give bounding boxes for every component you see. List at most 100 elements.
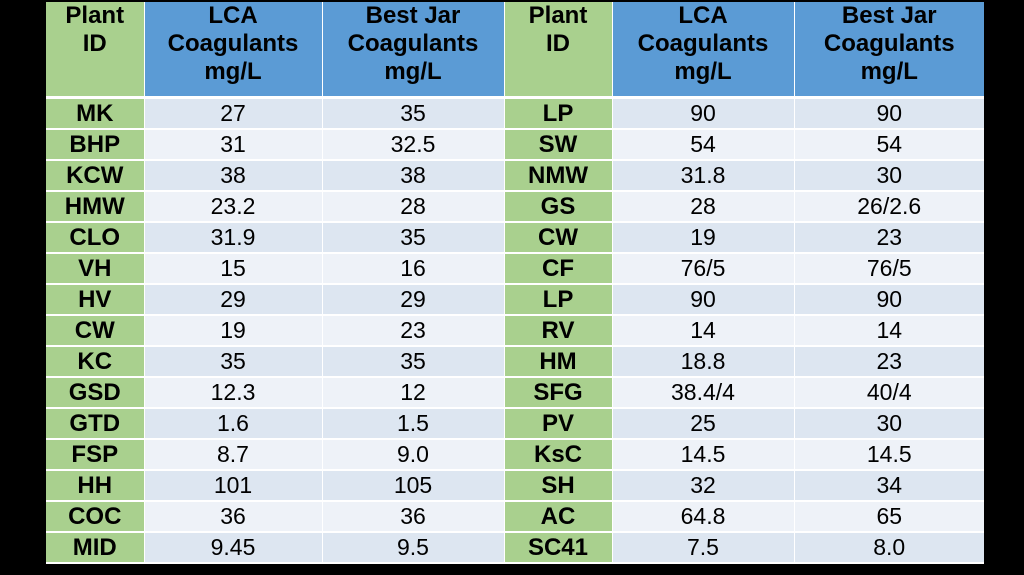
table-row: GSD 12.3 12 SFG 38.4/4 40/4 — [46, 377, 984, 409]
header-text-line: mg/L — [860, 58, 918, 85]
plant-id-left: FSP — [46, 439, 145, 471]
plant-id-right: GS — [504, 191, 613, 223]
lca-value-right: 28 — [612, 191, 795, 223]
lca-value-left: 31 — [144, 129, 323, 161]
lca-value-right: 90 — [612, 284, 795, 316]
plant-id-left: GTD — [46, 408, 145, 440]
jar-value-right: 30 — [794, 160, 984, 192]
header-row: Plant ID LCA Coagulants mg/L Best Jar Co… — [46, 2, 984, 99]
jar-value-right: 54 — [794, 129, 984, 161]
lca-value-right: 31.8 — [612, 160, 795, 192]
jar-value-left: 38 — [322, 160, 505, 192]
plant-id-left: BHP — [46, 129, 145, 161]
header-text-line: Best Jar — [365, 2, 461, 29]
lca-value-right: 54 — [612, 129, 795, 161]
table-row: HMW 23.2 28 GS 28 26/2.6 — [46, 191, 984, 223]
plant-id-right: LP — [504, 284, 613, 316]
header-plant-id-right: Plant ID — [504, 2, 613, 99]
header-text-line: LCA — [678, 2, 728, 29]
plant-id-right: CF — [504, 253, 613, 285]
table-row: CLO 31.9 35 CW 19 23 — [46, 222, 984, 254]
table-row: FSP 8.7 9.0 KsC 14.5 14.5 — [46, 439, 984, 471]
jar-value-left: 29 — [322, 284, 505, 316]
plant-id-right: KsC — [504, 439, 613, 471]
lca-value-left: 9.45 — [144, 532, 323, 564]
table-row: BHP 31 32.5 SW 54 54 — [46, 129, 984, 161]
table-row: MID 9.45 9.5 SC41 7.5 8.0 — [46, 532, 984, 564]
header-plant-id-left: Plant ID — [46, 2, 145, 99]
header-text-line: mg/L — [204, 58, 262, 85]
header-text-line: Plant — [528, 2, 588, 29]
lca-value-right: 19 — [612, 222, 795, 254]
table-body: MK 27 35 LP 90 90 BHP 31 32.5 SW 54 54 KCW 38 38 NMW 31.… — [46, 97, 984, 564]
plant-id-left: KC — [46, 346, 145, 378]
jar-value-left: 28 — [322, 191, 505, 223]
jar-value-left: 12 — [322, 377, 505, 409]
lca-value-left: 35 — [144, 346, 323, 378]
lca-value-left: 12.3 — [144, 377, 323, 409]
plant-id-left: CW — [46, 315, 145, 347]
lca-value-right: 14.5 — [612, 439, 795, 471]
jar-value-left: 9.5 — [322, 532, 505, 564]
table-row: KCW 38 38 NMW 31.8 30 — [46, 160, 984, 192]
table-row: MK 27 35 LP 90 90 — [46, 97, 984, 130]
lca-value-right: 38.4/4 — [612, 377, 795, 409]
lca-value-left: 23.2 — [144, 191, 323, 223]
jar-value-right: 23 — [794, 346, 984, 378]
plant-id-left: GSD — [46, 377, 145, 409]
header-text-line: Coagulants — [347, 30, 479, 57]
lca-value-left: 29 — [144, 284, 323, 316]
jar-value-left: 16 — [322, 253, 505, 285]
jar-value-left: 9.0 — [322, 439, 505, 471]
header-text-line: Coagulants — [637, 30, 769, 57]
header-text-line: Coagulants — [823, 30, 955, 57]
plant-id-right: HM — [504, 346, 613, 378]
lca-value-right: 76/5 — [612, 253, 795, 285]
lca-value-left: 15 — [144, 253, 323, 285]
lca-value-right: 14 — [612, 315, 795, 347]
jar-value-left: 35 — [322, 222, 505, 254]
plant-id-left: MK — [46, 97, 145, 130]
table-header: Plant ID LCA Coagulants mg/L Best Jar Co… — [46, 2, 984, 99]
plant-id-right: RV — [504, 315, 613, 347]
lca-value-left: 31.9 — [144, 222, 323, 254]
lca-value-right: 25 — [612, 408, 795, 440]
header-text-line: LCA — [208, 2, 258, 29]
jar-value-right: 40/4 — [794, 377, 984, 409]
jar-value-right: 14.5 — [794, 439, 984, 471]
jar-value-right: 8.0 — [794, 532, 984, 564]
plant-id-left: HH — [46, 470, 145, 502]
plant-id-left: HV — [46, 284, 145, 316]
jar-value-right: 65 — [794, 501, 984, 533]
lca-value-left: 36 — [144, 501, 323, 533]
plant-id-right: SC41 — [504, 532, 613, 564]
header-text-line: ID — [546, 30, 570, 57]
lca-value-left: 8.7 — [144, 439, 323, 471]
header-text-line: Best Jar — [841, 2, 937, 29]
lca-value-right: 32 — [612, 470, 795, 502]
plant-id-left: MID — [46, 532, 145, 564]
jar-value-left: 35 — [322, 97, 505, 130]
lca-value-right: 18.8 — [612, 346, 795, 378]
header-text-line: mg/L — [384, 58, 442, 85]
lca-value-right: 90 — [612, 97, 795, 130]
plant-id-left: KCW — [46, 160, 145, 192]
plant-id-left: COC — [46, 501, 145, 533]
header-text-line: ID — [82, 30, 107, 57]
header-text-line: Coagulants — [167, 30, 299, 57]
table-row: VH 15 16 CF 76/5 76/5 — [46, 253, 984, 285]
table-row: GTD 1.6 1.5 PV 25 30 — [46, 408, 984, 440]
plant-id-right: NMW — [504, 160, 613, 192]
header-jar-right: Best Jar Coagulants mg/L — [794, 2, 984, 99]
header-lca-right: LCA Coagulants mg/L — [612, 2, 795, 99]
jar-value-left: 23 — [322, 315, 505, 347]
jar-value-right: 76/5 — [794, 253, 984, 285]
jar-value-right: 26/2.6 — [794, 191, 984, 223]
table-row: HV 29 29 LP 90 90 — [46, 284, 984, 316]
header-lca-left: LCA Coagulants mg/L — [144, 2, 323, 99]
header-text-line: mg/L — [674, 58, 732, 85]
lca-value-right: 7.5 — [612, 532, 795, 564]
jar-value-right: 30 — [794, 408, 984, 440]
jar-value-left: 105 — [322, 470, 505, 502]
